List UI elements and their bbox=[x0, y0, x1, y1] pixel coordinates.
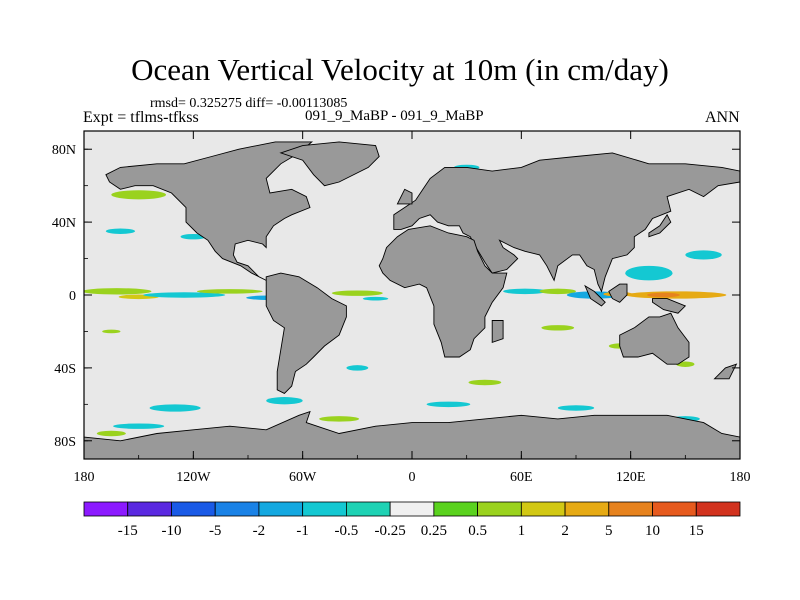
colorbar-label: -2 bbox=[253, 523, 266, 539]
anomaly-patch-2 bbox=[143, 292, 226, 298]
colorbar-label: 5 bbox=[605, 523, 613, 539]
colorbar-box bbox=[127, 501, 172, 517]
colorbar-box bbox=[171, 501, 216, 517]
anomaly-patch-24 bbox=[346, 365, 369, 371]
anomaly-layer bbox=[84, 164, 727, 440]
x-tick-label: 0 bbox=[409, 470, 416, 485]
colorbar-label: -10 bbox=[161, 523, 181, 539]
x-tick-label: 180 bbox=[730, 470, 751, 485]
anomaly-patch-33 bbox=[426, 401, 471, 408]
colorbar-box bbox=[345, 501, 391, 517]
anomaly-patch-31 bbox=[96, 430, 126, 437]
colorbar-box bbox=[302, 501, 347, 517]
anomaly-patch-8 bbox=[539, 288, 576, 295]
colorbar-box bbox=[83, 501, 129, 517]
anomaly-patch-7 bbox=[503, 288, 547, 295]
land-greenland bbox=[279, 141, 380, 187]
land-sumatra bbox=[584, 284, 606, 307]
axis-ticks: 180 120W 60W 0 60E 120E 180 80N 40N 0 40S 80S bbox=[52, 131, 751, 485]
stats-text: rmsd= 0.325275 diff= -0.00113085 bbox=[150, 96, 348, 111]
colorbar-label: 1 bbox=[518, 523, 526, 539]
x-tick-label: 120E bbox=[616, 470, 646, 485]
colorbar-box bbox=[652, 501, 697, 517]
colorbar-label: 15 bbox=[689, 523, 704, 539]
anomaly-patch-0 bbox=[84, 288, 152, 295]
colorbar-box bbox=[258, 501, 304, 517]
colorbar-label: -5 bbox=[209, 523, 222, 539]
chart-title: Ocean Vertical Velocity at 10m (in cm/da… bbox=[131, 52, 669, 87]
x-tick-label: 180 bbox=[74, 470, 95, 485]
colorbar-box bbox=[608, 501, 653, 517]
colorbar-box bbox=[695, 501, 741, 517]
anomaly-patch-34 bbox=[557, 405, 595, 411]
land-british-isles bbox=[396, 188, 413, 205]
y-tick-label: 40S bbox=[54, 362, 76, 377]
land-borneo bbox=[608, 283, 628, 303]
anomaly-patch-5 bbox=[331, 290, 383, 296]
land-new-zealand bbox=[713, 363, 738, 380]
anomaly-patch-6 bbox=[362, 296, 389, 301]
anomaly-patch-3 bbox=[196, 289, 263, 294]
x-tick-label: 120W bbox=[176, 470, 211, 485]
colorbar-label: -1 bbox=[296, 523, 309, 539]
colorbar-box bbox=[389, 501, 435, 517]
anomaly-patch-27 bbox=[149, 404, 201, 412]
anomaly-patch-12 bbox=[647, 292, 680, 298]
y-tick-label: 0 bbox=[69, 289, 76, 304]
anomaly-patch-21 bbox=[102, 329, 121, 334]
colorbar-label: 0.5 bbox=[468, 523, 487, 539]
case-text: 091_9_MaBP - 091_9_MaBP bbox=[305, 108, 484, 124]
anomaly-patch-25 bbox=[468, 379, 502, 386]
y-tick-label: 40N bbox=[52, 216, 76, 231]
colorbar-label: 10 bbox=[645, 523, 660, 539]
colorbar-box bbox=[477, 501, 522, 517]
anomaly-patch-13 bbox=[625, 265, 673, 281]
colorbar-label: 2 bbox=[561, 523, 569, 539]
season-label: ANN bbox=[705, 109, 740, 126]
anomaly-patch-16 bbox=[105, 228, 136, 234]
y-tick-label: 80S bbox=[54, 435, 76, 450]
land-south-america bbox=[265, 272, 347, 394]
expt-text: Expt = tflms-tfkss bbox=[83, 109, 199, 126]
colorbar: -15 -10 -5 -2 -1 -0.5 -0.25 0.25 0.5 1 2 5 10 15 bbox=[83, 501, 741, 539]
x-tick-label: 60E bbox=[510, 470, 533, 485]
colorbar-label: -0.25 bbox=[375, 523, 406, 539]
anomaly-patch-30 bbox=[113, 423, 165, 429]
anomaly-patch-29 bbox=[319, 416, 360, 422]
anomaly-patch-15 bbox=[111, 190, 166, 200]
colorbar-box bbox=[433, 501, 479, 517]
land-japan bbox=[648, 213, 672, 238]
land-australia bbox=[619, 312, 690, 365]
land-antarctica bbox=[84, 410, 740, 459]
land-north-america bbox=[105, 141, 314, 281]
anomaly-patch-22 bbox=[541, 325, 575, 331]
x-tick-label: 60W bbox=[289, 470, 317, 485]
colorbar-box bbox=[214, 501, 260, 517]
land-new-guinea bbox=[652, 298, 687, 314]
colorbar-label: -15 bbox=[118, 523, 138, 539]
anomaly-patch-14 bbox=[685, 250, 722, 260]
colorbar-label: -0.5 bbox=[335, 523, 359, 539]
land-madagascar bbox=[491, 320, 504, 344]
land-layer bbox=[84, 141, 740, 459]
anomaly-patch-28 bbox=[266, 397, 303, 405]
y-tick-label: 80N bbox=[52, 143, 76, 158]
colorbar-box bbox=[520, 501, 566, 517]
colorbar-box bbox=[564, 501, 610, 517]
land-africa bbox=[378, 225, 508, 358]
colorbar-label: 0.25 bbox=[421, 523, 447, 539]
